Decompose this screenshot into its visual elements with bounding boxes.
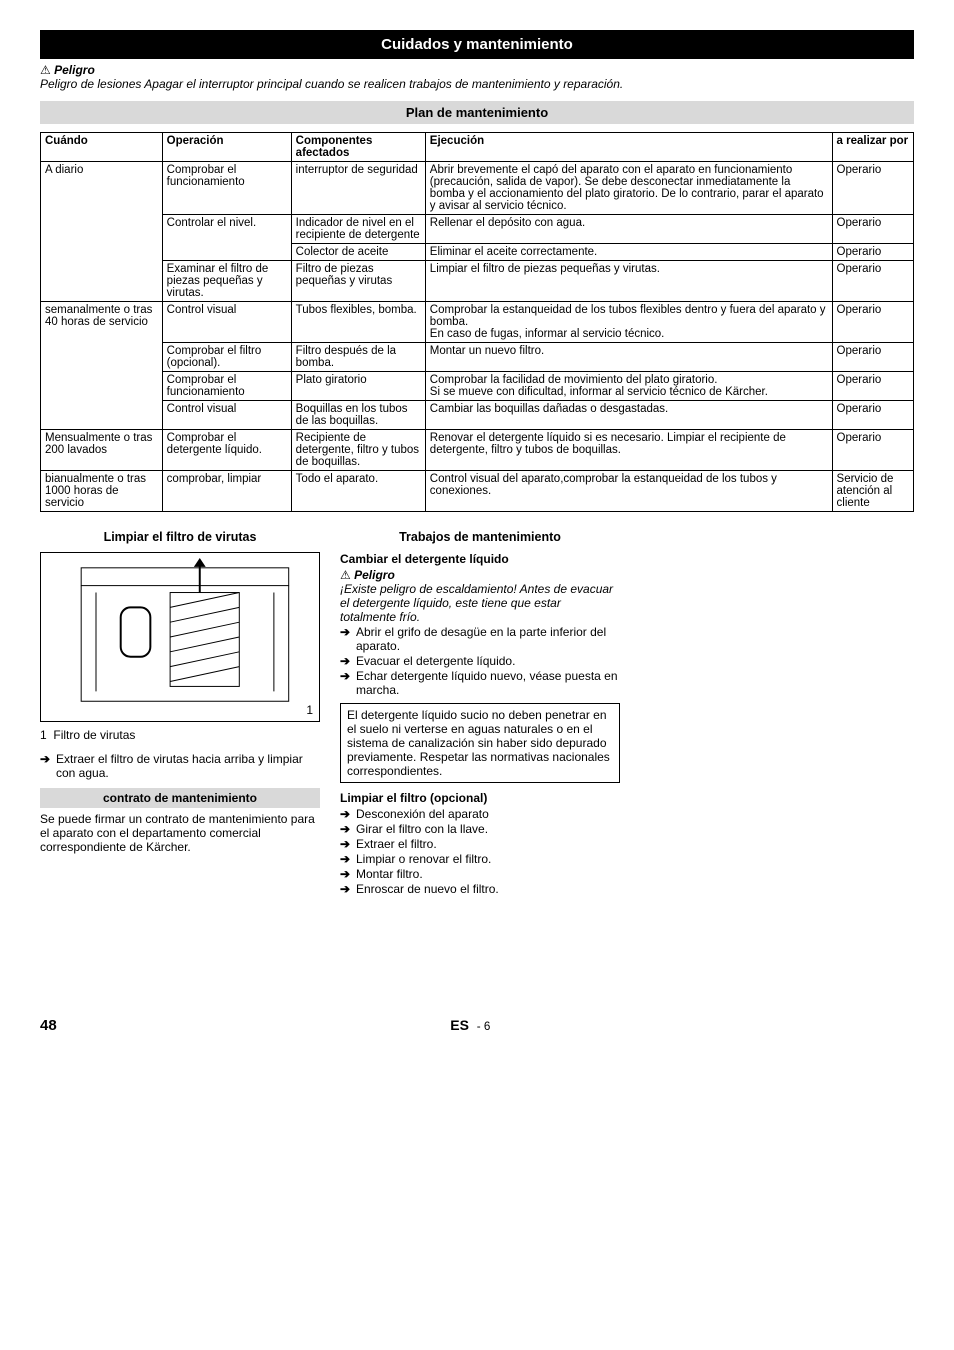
table-row: Comprobar el funcionamientoPlato girator… [41,372,914,401]
table-row: Controlar el nivel.Indicador de nivel en… [41,215,914,244]
note-box: El detergente líquido sucio no deben pen… [340,703,620,783]
table-row: Control visualBoquillas en los tubos de … [41,401,914,430]
page-number: 48 [40,1017,57,1034]
table-row: Mensualmente o tras 200 lavadosComprobar… [41,430,914,471]
section-banner: Cuidados y mantenimiento [40,30,914,59]
table-header: a realizar por [832,133,913,162]
table-row: A diarioComprobar el funcionamientointer… [41,162,914,215]
danger-heading: ⚠ Peligro [40,63,914,77]
column-right: Trabajos de mantenimiento Cambiar el det… [340,530,620,897]
list-item: Girar el filtro con la llave. [340,822,620,836]
list-item: Abrir el grifo de desagüe en la parte in… [340,625,620,653]
sec1-warn-head: ⚠ Peligro [340,568,620,582]
table-row: Examinar el filtro de piezas pequeñas y … [41,261,914,302]
diagram-caption: 1 Filtro de virutas [40,728,320,742]
list-item: Enroscar de nuevo el filtro. [340,882,620,896]
sec1-heading: Cambiar el detergente líquido [340,552,620,566]
left-heading: Limpiar el filtro de virutas [40,530,320,544]
list-item: Montar filtro. [340,867,620,881]
list-item: Limpiar o renovar el filtro. [340,852,620,866]
table-row: bianualmente o tras 1000 horas de servic… [41,471,914,512]
list-item: Echar detergente líquido nuevo, véase pu… [340,669,620,697]
diagram-number: 1 [306,703,313,717]
list-item: Extraer el filtro. [340,837,620,851]
contract-heading: contrato de mantenimiento [40,788,320,808]
left-step: Extraer el filtro de virutas hacia arrib… [40,752,320,780]
table-header: Operación [162,133,291,162]
list-item: Desconexión del aparato [340,807,620,821]
table-header: Cuándo [41,133,163,162]
danger-label: Peligro [54,63,95,77]
right-heading: Trabajos de mantenimiento [340,530,620,544]
table-header: Ejecución [425,133,832,162]
table-row: Comprobar el filtro (opcional).Filtro de… [41,343,914,372]
list-item: Evacuar el detergente líquido. [340,654,620,668]
danger-text: Peligro de lesiones Apagar el interrupto… [40,77,914,91]
plan-title: Plan de mantenimiento [40,101,914,124]
filter-diagram: 1 [40,552,320,722]
maintenance-table: CuándoOperaciónComponentes afectadosEjec… [40,132,914,512]
page-footer: 48 ES - 6 [40,1017,914,1034]
table-header: Componentes afectados [291,133,425,162]
table-row: semanalmente o tras 40 horas de servicio… [41,302,914,343]
warning-icon: ⚠ [40,63,51,77]
contract-text: Se puede firmar un contrato de mantenimi… [40,812,320,854]
sec1-warn-label: Peligro [354,568,395,582]
sec1-warn-text: ¡Existe peligro de escaldamiento! Antes … [340,582,620,624]
column-left: Limpiar el filtro de virutas 1 [40,530,320,897]
sec2-heading: Limpiar el filtro (opcional) [340,791,620,805]
warning-icon: ⚠ [340,568,351,582]
